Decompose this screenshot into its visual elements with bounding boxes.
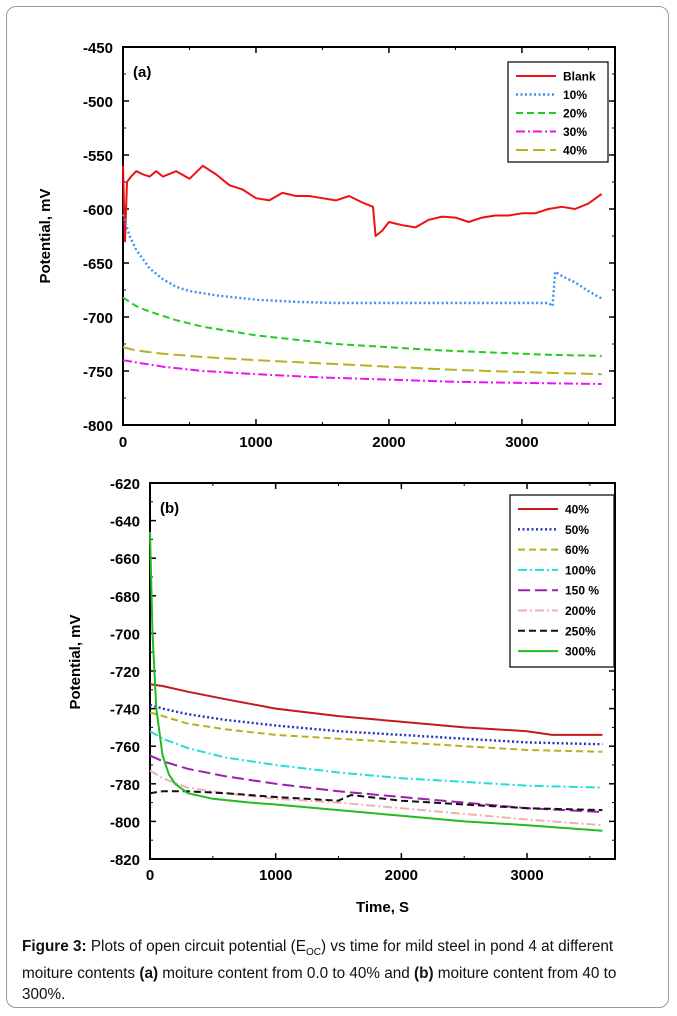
chart-a-legend-label: Blank: [563, 70, 596, 84]
chart-a-series-line-4: [122, 359, 602, 385]
figure-caption: Figure 3: Plots of open circuit potentia…: [22, 936, 662, 1005]
chart-a-y-axis-label: Potential, mV: [37, 188, 54, 283]
chart-a-legend-label: 30%: [563, 125, 587, 139]
chart-a-series-line-5: [122, 346, 602, 376]
chart-b-ytick-label: -720: [110, 664, 140, 681]
chart-a-legend-label: 20%: [563, 107, 587, 121]
chart-b-ytick-label: -680: [110, 589, 140, 606]
caption-text-2: ) vs time for mild steel in pond 4 at di…: [22, 938, 614, 983]
chart-b-legend-box: [509, 494, 615, 668]
chart-b-ytick-label: -620: [110, 476, 140, 493]
chart-b-ytick-label: -640: [110, 514, 140, 531]
chart-b-series-line-2: [149, 703, 603, 746]
chart-b-ytick-label: -780: [110, 777, 140, 794]
chart-b-legend-label: 60%: [565, 543, 589, 557]
chart-a-series-line-1: [122, 164, 603, 243]
caption-subscript: OC: [305, 947, 321, 959]
chart-b-legend-label: 150 %: [565, 584, 599, 598]
chart-a-legend-box: [507, 61, 609, 163]
chart-a-xtick-label: 0: [119, 434, 127, 451]
figure-plots: -450 -500 -550 -600 -650 -700 -750 -800 0 1000 200…: [37, 40, 616, 916]
chart-b-xtick-label: 1000: [259, 867, 292, 884]
chart-a-xtick-label: 3000: [505, 434, 538, 451]
chart-b-ytick-label: -820: [110, 852, 140, 869]
caption-panel-b: (b): [414, 965, 434, 983]
chart-a-series-line-3: [122, 296, 602, 357]
chart-a-xtick-label: 2000: [372, 434, 405, 451]
chart-b-series-line-1: [149, 683, 603, 736]
chart-b-ytick-label: -700: [110, 626, 140, 643]
chart-b-legend-label: 100%: [565, 563, 596, 577]
chart-a-ytick-label: -650: [83, 256, 113, 273]
chart-a-series-line-2: [121, 214, 603, 308]
chart-a-ytick-label: -450: [83, 40, 113, 57]
chart-b-series-line-5: [149, 754, 603, 813]
chart-b-y-axis-label: Potential, mV: [67, 614, 84, 709]
figure-frame: [6, 6, 669, 1008]
chart-b-panel-label: (b): [160, 500, 179, 517]
caption-panel-a: (a): [139, 965, 159, 983]
chart-a-ytick-label: -550: [83, 148, 113, 165]
chart-a-legend-label: 40%: [563, 144, 587, 158]
chart-b-ytick-label: -760: [110, 739, 140, 756]
chart-b-x-axis-label: Time, S: [356, 899, 409, 916]
chart-a-ytick-label: -500: [83, 94, 113, 111]
caption-label: Figure 3:: [22, 938, 87, 955]
chart-b-ytick-label: -660: [110, 551, 140, 568]
chart-b-xtick-label: 2000: [385, 867, 418, 884]
chart-a-ytick-label: -700: [83, 310, 113, 327]
chart-b-legend-label: 300%: [565, 645, 596, 659]
chart-a-legend-label: 10%: [563, 88, 587, 102]
chart-b-xtick-label: 3000: [510, 867, 543, 884]
caption-text-1: Plots of open circuit potential (E: [86, 938, 306, 955]
chart-a-xtick-label: 1000: [239, 434, 272, 451]
chart-b-legend-label: 50%: [565, 523, 589, 537]
caption-text-4: moiture content from 40 to 300%.: [22, 965, 617, 1004]
caption-text-3: moiture content from 0.0 to 40% and: [158, 965, 414, 983]
chart-b-ytick-label: -740: [110, 702, 140, 719]
chart-b-ytick-label: -800: [110, 814, 140, 831]
chart-b-series-line-6: [149, 769, 603, 827]
chart-a-panel-label: (a): [133, 64, 151, 81]
chart-b-series-line-4: [149, 730, 603, 789]
chart-a-ytick-label: -600: [83, 202, 113, 219]
chart-b-legend-label: 200%: [565, 604, 596, 618]
chart-b-legend-label: 40%: [565, 503, 589, 517]
chart-b-xtick-label: 0: [146, 867, 154, 884]
chart-b-legend-label: 250%: [565, 624, 596, 638]
chart-b-series-line-8: [149, 531, 603, 832]
chart-a-ytick-label: -750: [83, 364, 113, 381]
chart-b-series-line-3: [149, 711, 603, 753]
chart-a-ytick-label: -800: [83, 418, 113, 435]
